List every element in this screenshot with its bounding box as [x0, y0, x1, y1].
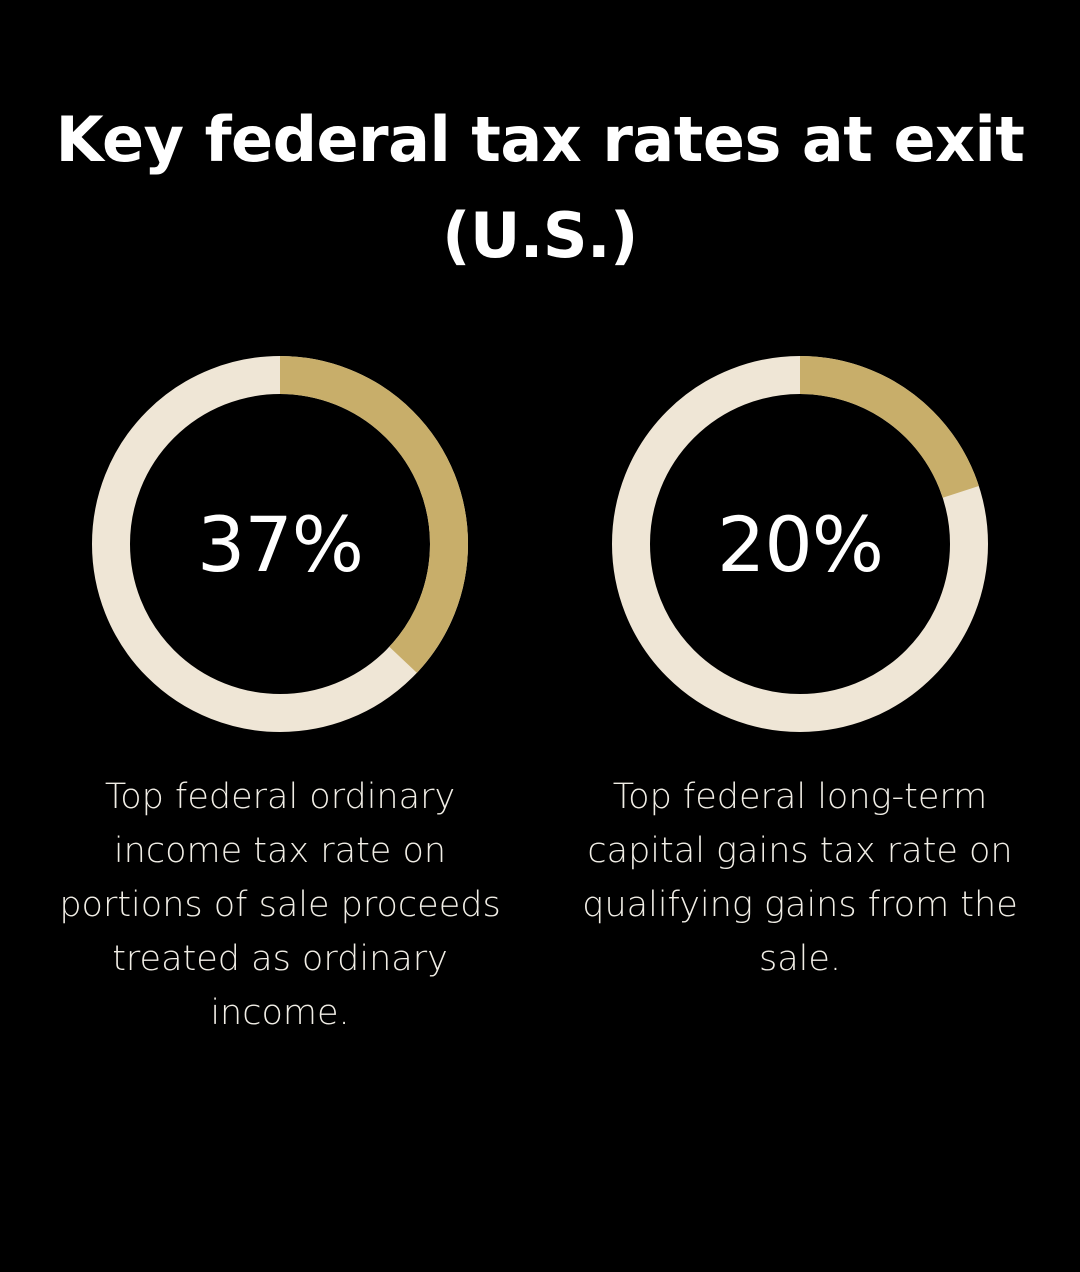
donut-fill-segment: [612, 356, 988, 732]
page-title: Key federal tax rates at exit (U.S.): [55, 103, 1025, 272]
caption-ordinary-income: Top federal ordinary income tax rate on …: [59, 777, 501, 1033]
donut-value-label: 20%: [717, 499, 884, 589]
donut-svg-capital-gains: [612, 356, 988, 732]
donut-svg-ordinary-income: [92, 356, 468, 732]
donut-value-label: 37%: [197, 499, 364, 589]
donut-chart-ordinary-income: 37%: [91, 355, 469, 733]
caption-capital-gains: Top federal long-term capital gains tax …: [582, 777, 1018, 979]
donut-fill-segment: [92, 356, 468, 732]
donut-chart-capital-gains: 20%: [611, 355, 989, 733]
